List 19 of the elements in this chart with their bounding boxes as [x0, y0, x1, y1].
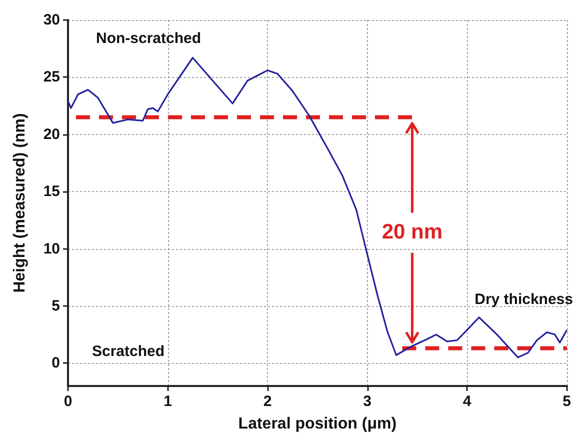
x-tick-label: 2 [263, 393, 272, 410]
x-axis-title: Lateral position (μm) [238, 416, 397, 432]
y-tick-label: 25 [43, 68, 60, 86]
y-tick-label: 0 [52, 354, 60, 372]
annotation: Dry thickness [474, 290, 573, 308]
x-tick-label: 3 [363, 393, 372, 410]
annotation: Non-scratched [96, 30, 202, 47]
y-tick-label: 5 [52, 297, 60, 314]
y-tick-label: 20 [43, 126, 60, 143]
x-tick-label: 1 [164, 393, 172, 410]
annotation: 20 nm [382, 220, 443, 244]
y-tick-label: 15 [43, 183, 60, 200]
x-tick-label: 4 [462, 393, 472, 410]
y-tick-label: 30 [43, 12, 60, 28]
y-axis-title: Height (measured) (nm) [12, 113, 28, 293]
x-tick-label: 0 [64, 393, 72, 410]
y-tick-label: 10 [43, 240, 60, 258]
annotation: Scratched [92, 342, 165, 360]
x-tick-label: 5 [562, 393, 571, 410]
